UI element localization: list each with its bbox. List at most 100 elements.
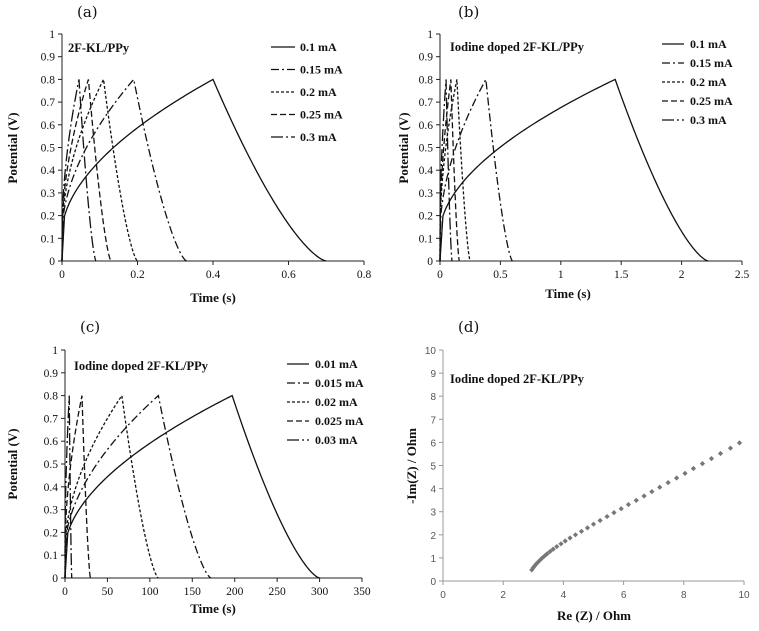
y-tick-label: 0.1 — [44, 550, 59, 562]
y-tick-label: 0.3 — [41, 188, 56, 200]
data-point — [618, 506, 624, 512]
legend-entry: 0.15 mA — [690, 56, 733, 70]
y-tick-label: 0.5 — [41, 143, 56, 155]
x-tick-label: 2 — [500, 590, 506, 601]
x-tick-label: 10 — [738, 590, 750, 601]
data-point — [699, 461, 706, 467]
data-point — [562, 538, 568, 544]
y-tick-label: 1 — [430, 554, 436, 565]
y-tick-label: 0.5 — [44, 459, 59, 471]
data-point — [550, 546, 556, 552]
series-line-0-2-ma — [61, 77, 138, 262]
legend-entry: 0.03 mA — [315, 433, 358, 447]
series-line-0-1-ma — [61, 78, 327, 262]
series-line-0-2-ma — [439, 79, 471, 262]
x-tick-label: 300 — [311, 586, 329, 598]
legend-entry: 0.1 mA — [300, 40, 337, 54]
y-tick-label: 0 — [427, 256, 433, 268]
series-line-0-25-ma — [439, 79, 460, 262]
x-tick-label: 0 — [62, 586, 68, 598]
legend-entry: 0.02 mA — [315, 395, 358, 409]
data-point — [578, 528, 585, 534]
y-tick-label: 0 — [52, 573, 58, 585]
panel-label-1: (b) — [458, 3, 479, 21]
y-tick-label: 9 — [430, 369, 436, 380]
data-point — [633, 497, 639, 503]
data-point — [604, 513, 610, 520]
y-tick-label: 0.1 — [41, 233, 56, 245]
y-tick-label: 0 — [430, 577, 436, 588]
x-tick-label: 6 — [621, 590, 627, 601]
series-line-0-015-ma — [64, 394, 212, 579]
y-tick-label: 0.7 — [41, 97, 56, 109]
y-tick-label: 0.2 — [419, 211, 434, 223]
y-axis-label: Potential (V) — [5, 112, 20, 183]
data-point — [657, 484, 663, 490]
x-tick-label: 2 — [679, 269, 685, 281]
x-axis-label: Time (s) — [545, 286, 591, 301]
y-tick-label: 0.4 — [44, 482, 59, 494]
data-point — [736, 440, 743, 446]
y-tick-label: 10 — [425, 346, 437, 357]
x-tick-label: 200 — [226, 586, 244, 598]
series-line-0-025-ma — [64, 395, 92, 579]
y-tick-label: 0.3 — [44, 505, 59, 517]
legend-entry: 0.15 mA — [300, 63, 343, 77]
data-point — [590, 521, 597, 527]
legend-entry: 0.2 mA — [690, 75, 727, 89]
x-tick-label: 8 — [681, 590, 687, 601]
y-tick-label: 0.1 — [419, 233, 434, 245]
legend-entry: 0.1 mA — [690, 37, 727, 51]
data-point — [537, 557, 543, 563]
series-line-0-01-ma — [64, 394, 320, 579]
data-point — [673, 475, 680, 481]
x-tick-label: 0.5 — [493, 269, 508, 281]
y-tick-label: 5 — [430, 462, 436, 473]
data-point — [649, 489, 655, 495]
y-tick-label: 0.6 — [44, 436, 59, 448]
data-point — [641, 493, 647, 499]
y-tick-label: 3 — [430, 508, 436, 519]
data-point — [542, 553, 548, 559]
x-tick-label: 1.5 — [614, 269, 629, 281]
data-point — [532, 563, 538, 569]
x-axis-label: Time (s) — [190, 290, 236, 305]
y-tick-label: 0.8 — [419, 74, 434, 86]
y-tick-label: 1 — [49, 29, 55, 41]
series-line-0-3-ma — [439, 79, 453, 262]
x-tick-label: 0.8 — [357, 269, 372, 281]
data-point — [727, 445, 734, 451]
chart-title: 2F-KL/PPy — [68, 41, 130, 55]
y-tick-label: 0.5 — [419, 143, 434, 155]
y-tick-label: 0.7 — [44, 413, 59, 425]
chart-title: Iodine doped 2F-KL/PPy — [74, 359, 209, 373]
x-tick-label: 250 — [269, 586, 287, 598]
series-line-0-02-ma — [64, 393, 159, 579]
y-tick-label: 0.9 — [41, 52, 56, 64]
y-tick-label: 0.8 — [44, 391, 59, 403]
legend-entry: 0.3 mA — [690, 113, 727, 127]
y-tick-label: 8 — [430, 392, 436, 403]
data-point — [611, 510, 617, 516]
y-tick-label: 0 — [49, 256, 55, 268]
series-line-0-03-ma — [64, 395, 73, 579]
series-line-0-15-ma — [61, 77, 187, 262]
chart-title: Iodine doped 2F-KL/PPy — [450, 372, 585, 386]
y-tick-label: 0.2 — [41, 211, 56, 223]
data-point — [584, 525, 591, 531]
data-point — [572, 532, 579, 538]
y-tick-label: 0.2 — [44, 527, 59, 539]
y-tick-label: 4 — [430, 485, 436, 496]
x-tick-label: 4 — [561, 590, 567, 601]
x-tick-label: 100 — [141, 586, 159, 598]
data-point — [530, 565, 536, 571]
x-axis-label: Re (Z) / Ohm — [557, 608, 631, 623]
y-tick-label: 0.4 — [419, 165, 434, 177]
x-tick-label: 50 — [102, 586, 114, 598]
y-tick-label: 7 — [430, 415, 436, 426]
x-tick-label: 0 — [437, 269, 443, 281]
data-point — [547, 548, 553, 555]
data-point — [544, 551, 550, 557]
x-tick-label: 0 — [440, 590, 446, 601]
